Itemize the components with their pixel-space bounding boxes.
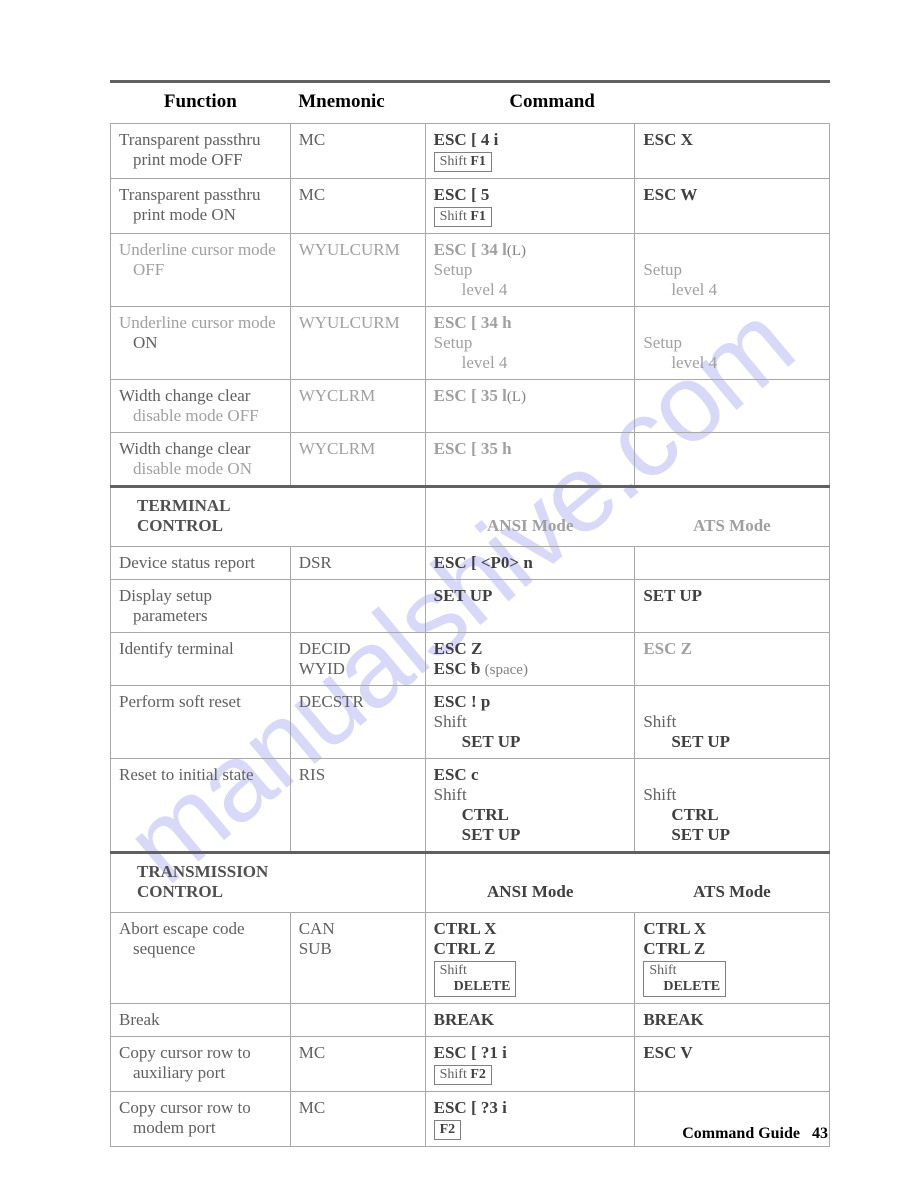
mnemonic-label: WYULCURM — [299, 240, 400, 259]
command-label: ESC X — [643, 130, 693, 149]
command-label: SET UP — [434, 586, 493, 605]
func-label-sub: parameters — [119, 606, 208, 626]
command-label: ESC V — [643, 1043, 692, 1062]
header-function: Function — [164, 91, 237, 112]
command-label: ESC c — [434, 765, 479, 784]
func-label: Display setup — [119, 586, 212, 605]
command-label: ESC [ 35 h — [434, 439, 512, 458]
mnemonic-label: WYCLRM — [299, 439, 376, 458]
section-subheader: ANSI Mode — [487, 882, 573, 901]
section-header: TERMINALCONTROL ANSI Mode ATS Mode — [111, 487, 830, 547]
table-row: Transparent passthruprint mode ON MC ESC… — [111, 179, 830, 234]
func-label-sub: auxiliary port — [119, 1063, 225, 1083]
func-label: Transparent passthru — [119, 130, 261, 149]
command-label: ESC [ ?3 i — [434, 1098, 507, 1117]
func-label-sub: print mode OFF — [119, 150, 243, 170]
func-label: Width change clear — [119, 386, 250, 405]
mnemonic-label: MC — [299, 1043, 325, 1062]
func-label: Transparent passthru — [119, 185, 261, 204]
table-row: Width change cleardisable mode OFF WYCLR… — [111, 380, 830, 433]
table-row: Break BREAK BREAK — [111, 1004, 830, 1037]
func-label: Underline cursor mode — [119, 240, 276, 259]
command-label: BREAK — [643, 1010, 703, 1029]
mnemonic-label: DSR — [299, 553, 332, 572]
func-label: Copy cursor row to — [119, 1098, 251, 1117]
command-label: ESC Z — [434, 639, 483, 658]
mnemonic-label: MC — [299, 1098, 325, 1117]
func-label: Perform soft reset — [119, 692, 241, 711]
table-row: Display setupparameters SET UP SET UP — [111, 580, 830, 633]
command-label: ESC [ 5 — [434, 185, 490, 204]
func-label-sub: ON — [119, 333, 158, 353]
mnemonic-label: WYCLRM — [299, 386, 376, 405]
key-box: Shift F1 — [434, 207, 492, 227]
command-label: ESC [ <P0> n — [434, 553, 533, 572]
func-label-sub: sequence — [119, 939, 195, 959]
table-row: Transparent passthruprint mode OFF MC ES… — [111, 124, 830, 179]
mnemonic-label: WYULCURM — [299, 313, 400, 332]
key-box: Shift F1 — [434, 152, 492, 172]
func-label: Copy cursor row to — [119, 1043, 251, 1062]
table-header: Function Mnemonic Command — [111, 83, 830, 124]
key-box: Shift F2 — [434, 1065, 492, 1085]
mnemonic-label: CAN — [299, 919, 335, 938]
func-label: Width change clear — [119, 439, 250, 458]
header-mnemonic: Mnemonic — [298, 91, 385, 112]
header-command: Command — [509, 91, 595, 112]
command-label: ESC [ 4 i — [434, 130, 499, 149]
section-header: TRANSMISSIONCONTROL ANSI Mode ATS Mode — [111, 853, 830, 913]
func-label-sub: modem port — [119, 1118, 216, 1138]
table-row: Reset to initial state RIS ESC cShiftCTR… — [111, 759, 830, 853]
key-box: ShiftDELETE — [434, 961, 517, 997]
command-label: CTRL X — [643, 919, 706, 938]
table-row: Underline cursor modeOFF WYULCURM ESC [ … — [111, 234, 830, 307]
func-label: Underline cursor mode — [119, 313, 276, 332]
table-row: Copy cursor row tomodem port MC ESC [ ?3… — [111, 1092, 830, 1147]
func-label: Device status report — [119, 553, 255, 572]
command-label: ESC [ 35 l — [434, 386, 507, 405]
table-row: Device status report DSR ESC [ <P0> n — [111, 547, 830, 580]
table-row: Identify terminal DECIDWYID ESC ZESC ƀ (… — [111, 633, 830, 686]
table-row: Abort escape codesequence CANSUB CTRL XC… — [111, 913, 830, 1004]
command-label: ESC Z — [643, 639, 692, 658]
table-row: Perform soft reset DECSTR ESC ! pShiftSE… — [111, 686, 830, 759]
command-table: Function Mnemonic Command Transparent pa… — [110, 80, 830, 1147]
command-label: ESC ! p — [434, 692, 491, 711]
command-label: ESC [ 34 l — [434, 240, 507, 259]
func-label: Reset to initial state — [119, 765, 254, 784]
mnemonic-label: MC — [299, 185, 325, 204]
command-label: ESC [ 34 h — [434, 313, 512, 332]
func-label-sub: print mode ON — [119, 205, 236, 225]
command-label: CTRL X — [434, 919, 497, 938]
section-title: TERMINAL — [137, 496, 231, 515]
section-subheader: ATS Mode — [693, 882, 771, 901]
mnemonic-label: MC — [299, 130, 325, 149]
func-label: Break — [119, 1010, 160, 1029]
func-label-sub: disable mode OFF — [119, 406, 259, 426]
section-subheader: ANSI Mode — [487, 516, 573, 535]
command-label: BREAK — [434, 1010, 494, 1029]
func-label: Abort escape code — [119, 919, 245, 938]
func-label-sub: disable mode ON — [119, 459, 252, 479]
command-label: SET UP — [643, 586, 702, 605]
mnemonic-label: DECID — [299, 639, 351, 658]
mnemonic-label: RIS — [299, 765, 325, 784]
table-row: Underline cursor modeON WYULCURM ESC [ 3… — [111, 307, 830, 380]
command-label: ESC W — [643, 185, 697, 204]
key-box: ShiftDELETE — [643, 961, 726, 997]
key-box: F2 — [434, 1120, 462, 1140]
mnemonic-label: DECSTR — [299, 692, 364, 711]
table-row: Width change cleardisable mode ON WYCLRM… — [111, 433, 830, 487]
section-title: TRANSMISSION — [137, 862, 268, 881]
func-label-sub: OFF — [119, 260, 164, 280]
section-subheader: ATS Mode — [693, 516, 771, 535]
func-label: Identify terminal — [119, 639, 234, 658]
command-label: ESC [ ?1 i — [434, 1043, 507, 1062]
table-row: Copy cursor row toauxiliary port MC ESC … — [111, 1037, 830, 1092]
